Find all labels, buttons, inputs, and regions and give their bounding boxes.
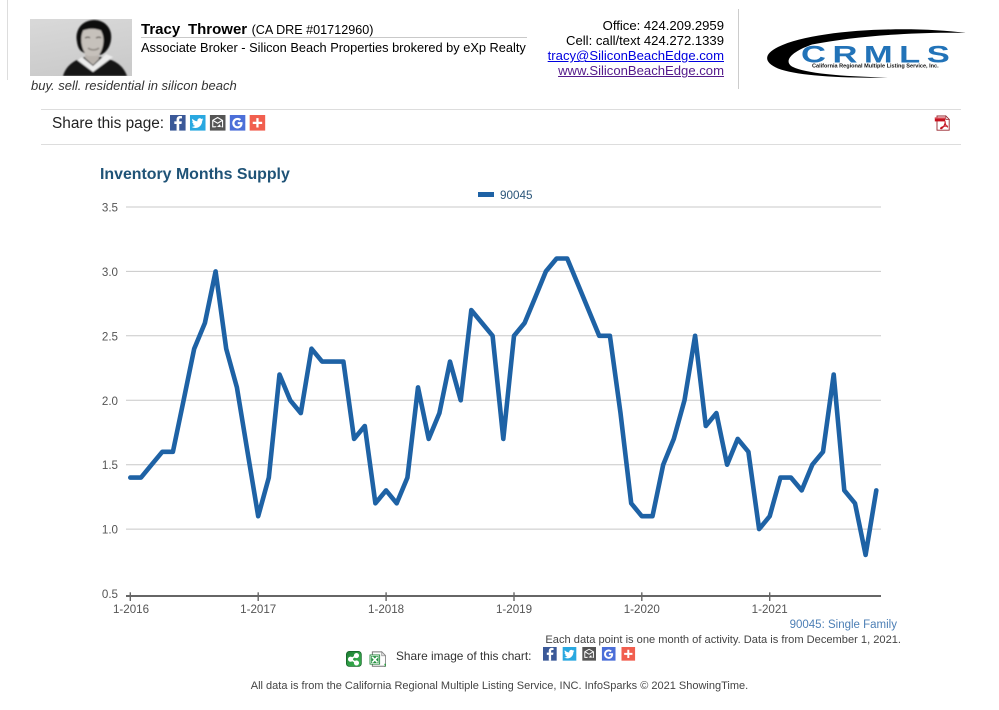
svg-text:3.0: 3.0 bbox=[102, 266, 118, 279]
svg-text:90045: 90045 bbox=[500, 189, 533, 202]
svg-text:1-2020: 1-2020 bbox=[624, 603, 660, 616]
svg-text:1-2018: 1-2018 bbox=[368, 603, 404, 616]
svg-text:1.0: 1.0 bbox=[102, 524, 118, 537]
svg-text:1-2019: 1-2019 bbox=[496, 603, 532, 616]
svg-text:1.5: 1.5 bbox=[102, 459, 118, 472]
svg-text:0.5: 0.5 bbox=[102, 588, 118, 601]
svg-text:California Regional Multiple L: California Regional Multiple Listing Ser… bbox=[812, 63, 939, 69]
svg-text:3.5: 3.5 bbox=[102, 202, 118, 215]
svg-text:2.5: 2.5 bbox=[102, 330, 118, 343]
svg-text:1-2021: 1-2021 bbox=[752, 603, 788, 616]
svg-text:1-2017: 1-2017 bbox=[240, 603, 276, 616]
svg-text:CRMLS: CRMLS bbox=[801, 42, 956, 69]
svg-text:1-2016: 1-2016 bbox=[113, 603, 149, 616]
svg-text:2.0: 2.0 bbox=[102, 395, 118, 408]
